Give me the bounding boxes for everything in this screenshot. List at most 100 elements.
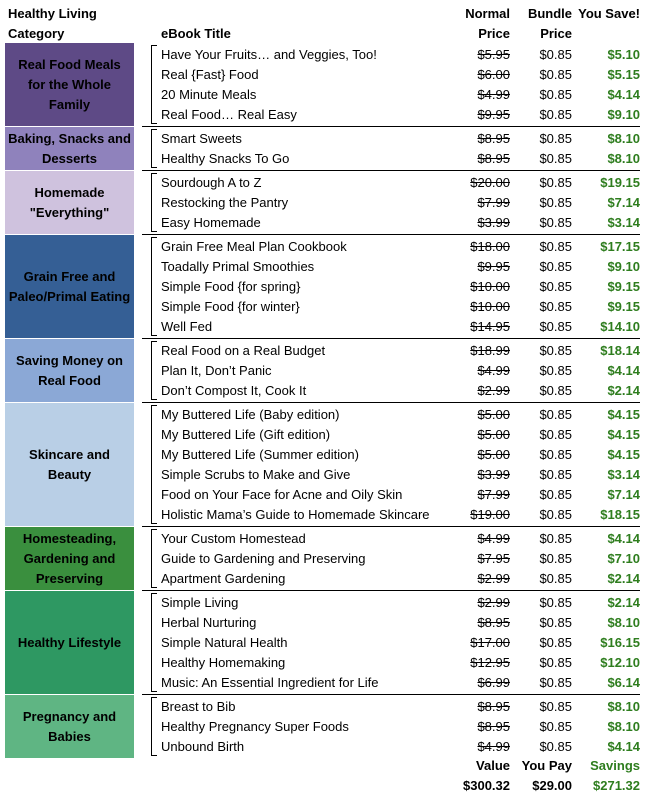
category-cell: Skincare and Beauty — [5, 403, 134, 526]
ebook-title: My Buttered Life (Baby edition) — [161, 407, 340, 422]
you-save: $8.10 — [607, 719, 640, 734]
table-row: Restocking the Pantry $7.99 $0.85 $7.14 — [0, 193, 646, 213]
ebook-title: Music: An Essential Ingredient for Life — [161, 675, 379, 690]
normal-price: $2.99 — [477, 595, 510, 610]
header-normal-price: Normal Price — [465, 6, 510, 41]
category-bracket — [151, 237, 157, 336]
normal-price: $12.95 — [470, 655, 510, 670]
category-bracket — [151, 45, 157, 124]
total-value-label: Value — [476, 758, 510, 773]
normal-price: $5.00 — [477, 407, 510, 422]
table-row: Well Fed $14.95 $0.85 $14.10 — [0, 317, 646, 337]
category-divider — [142, 402, 640, 403]
you-save: $4.14 — [607, 87, 640, 102]
normal-price: $9.95 — [477, 259, 510, 274]
category-divider — [142, 234, 640, 235]
category-cell: Homesteading, Gardening and Preserving — [5, 527, 134, 590]
you-save: $3.14 — [607, 215, 640, 230]
normal-price: $9.95 — [477, 107, 510, 122]
you-save: $16.15 — [600, 635, 640, 650]
ebook-title: Have Your Fruits… and Veggies, Too! — [161, 47, 377, 62]
ebook-title: Real Food on a Real Budget — [161, 343, 326, 358]
ebook-title: Your Custom Homestead — [161, 531, 306, 546]
ebook-title: Simple Food {for spring} — [161, 279, 301, 294]
normal-price: $3.99 — [477, 215, 510, 230]
table-row: Food on Your Face for Acne and Oily Skin… — [0, 485, 646, 505]
you-save: $2.14 — [607, 571, 640, 586]
category-bracket — [151, 405, 157, 524]
ebook-title: Healthy Snacks To Go — [161, 151, 290, 166]
table-row: Don’t Compost It, Cook It $2.99 $0.85 $2.14 — [0, 381, 646, 401]
bundle-price: $0.85 — [539, 551, 572, 566]
normal-price: $5.00 — [477, 427, 510, 442]
category-cell: Grain Free and Paleo/Primal Eating — [5, 235, 134, 338]
normal-price: $8.95 — [477, 131, 510, 146]
normal-price: $8.95 — [477, 151, 510, 166]
ebook-title: Breast to Bib — [161, 699, 236, 714]
you-save: $5.15 — [607, 67, 640, 82]
ebook-title: Plan It, Don’t Panic — [161, 363, 272, 378]
you-save: $4.14 — [607, 363, 640, 378]
table-row: 20 Minute Meals $4.99 $0.85 $4.14 — [0, 85, 646, 105]
total-savings-label: Savings — [590, 758, 640, 773]
bundle-price: $0.85 — [539, 635, 572, 650]
normal-price: $10.00 — [470, 279, 510, 294]
category-cell: Healthy Lifestyle — [5, 591, 134, 694]
ebook-title: Unbound Birth — [161, 739, 245, 754]
table-row: Music: An Essential Ingredient for Life $… — [0, 673, 646, 693]
you-save: $7.14 — [607, 195, 640, 210]
bundle-price: $0.85 — [539, 87, 572, 102]
bundle-price: $0.85 — [539, 131, 572, 146]
table-row: Your Custom Homestead $4.99 $0.85 $4.14 — [0, 529, 646, 549]
bundle-price: $0.85 — [539, 239, 572, 254]
you-save: $2.14 — [607, 383, 640, 398]
table-row: My Buttered Life (Baby edition) $5.00 $0.8… — [0, 405, 646, 425]
you-save: $9.10 — [607, 259, 640, 274]
normal-price: $6.99 — [477, 675, 510, 690]
category-bracket — [151, 341, 157, 400]
you-save: $4.14 — [607, 739, 640, 754]
bundle-price: $0.85 — [539, 571, 572, 586]
bundle-price: $0.85 — [539, 319, 572, 334]
table-row: Real Food… Real Easy $9.95 $0.85 $9.10 — [0, 105, 646, 125]
bundle-price: $0.85 — [539, 299, 572, 314]
table-row: Holistic Mama’s Guide to Homemade Skinca… — [0, 505, 646, 525]
category-bracket — [151, 697, 157, 756]
bundle-price: $0.85 — [539, 595, 572, 610]
table-row: Simple Food {for winter} $10.00 $0.85 $9.15 — [0, 297, 646, 317]
category-bracket — [151, 593, 157, 692]
normal-price: $2.99 — [477, 571, 510, 586]
bundle-price: $0.85 — [539, 675, 572, 690]
bundle-price: $0.85 — [539, 487, 572, 502]
table-row: Grain Free Meal Plan Cookbook $18.00 $0.85… — [0, 237, 646, 257]
ebook-title: Holistic Mama’s Guide to Homemade Skinca… — [161, 507, 430, 522]
ebook-title: 20 Minute Meals — [161, 87, 257, 102]
ebook-title: Smart Sweets — [161, 131, 242, 146]
category-bracket — [151, 129, 157, 168]
table-row: Healthy Snacks To Go $8.95 $0.85 $8.10 — [0, 149, 646, 169]
bundle-price: $0.85 — [539, 719, 572, 734]
normal-price: $17.00 — [470, 635, 510, 650]
bundle-price: $0.85 — [539, 195, 572, 210]
table-row: My Buttered Life (Summer edition) $5.00 $0… — [0, 445, 646, 465]
table-row: Simple Living $2.99 $0.85 $2.14 — [0, 593, 646, 613]
total-pay: $29.00 — [532, 778, 572, 793]
bundle-price: $0.85 — [539, 215, 572, 230]
you-save: $18.14 — [600, 343, 640, 358]
table-row: Smart Sweets $8.95 $0.85 $8.10 — [0, 129, 646, 149]
table-row: Herbal Nurturing $8.95 $0.85 $8.10 — [0, 613, 646, 633]
ebook-title: Simple Living — [161, 595, 239, 610]
you-save: $14.10 — [600, 319, 640, 334]
bundle-price: $0.85 — [539, 67, 572, 82]
total-value: $300.32 — [463, 778, 510, 793]
category-divider — [142, 126, 640, 127]
normal-price: $20.00 — [470, 175, 510, 190]
header-you-save: You Save! — [578, 6, 640, 21]
you-save: $8.10 — [607, 615, 640, 630]
you-save: $9.15 — [607, 279, 640, 294]
table-row: Breast to Bib $8.95 $0.85 $8.10 — [0, 697, 646, 717]
you-save: $4.14 — [607, 531, 640, 546]
normal-price: $5.00 — [477, 447, 510, 462]
ebook-title: Real {Fast} Food — [161, 67, 259, 82]
you-save: $8.10 — [607, 699, 640, 714]
